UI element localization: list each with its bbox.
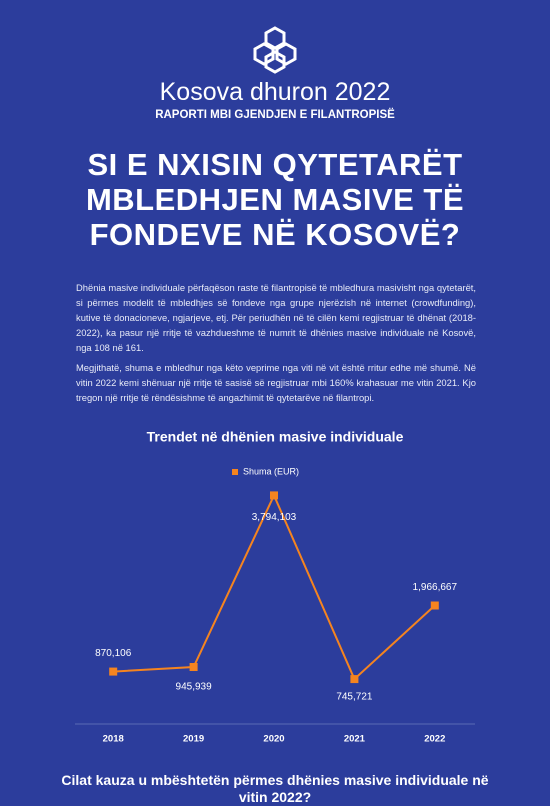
subtitle: RAPORTI MBI GJENDJEN E FILANTROPISË	[155, 109, 395, 121]
value-label: 745,721	[336, 692, 373, 703]
title: Kosova dhuron 2022	[159, 78, 391, 106]
paragraph: Megjithatë, shuma e mbledhur nga këto ve…	[76, 362, 476, 403]
value-label: 1,966,667	[413, 582, 458, 593]
value-label: 3,794,103	[252, 512, 297, 523]
paragraph: Dhënia masive individuale përfaqëson ras…	[76, 282, 476, 353]
point	[189, 663, 198, 672]
point	[430, 601, 439, 610]
chart-title: Trendet në dhënien masive individuale	[147, 429, 404, 445]
x-tick-label: 2018	[103, 734, 124, 745]
value-label: 945,939	[176, 682, 213, 693]
heading-line: SI E NXISIN QYTETARËT	[87, 147, 463, 182]
footer-heading: Cilat kauza u mbështetën përmes dhënies …	[61, 772, 489, 805]
x-tick-label: 2021	[344, 734, 366, 745]
heading-line: MBLEDHJEN MASIVE TË	[85, 182, 465, 217]
logo	[253, 26, 297, 74]
x-tick-label: 2022	[424, 734, 445, 745]
heading-line: FONDEVE NË KOSOVË?	[89, 217, 461, 252]
x-tick-label: 2020	[263, 734, 284, 745]
value-label: 870,106	[95, 648, 132, 659]
chart: Trendet në dhënien masive individuale Sh…	[75, 429, 475, 745]
legend-label: Shuma (EUR)	[243, 466, 299, 476]
heading: SI E NXISIN QYTETARËT MBLEDHJEN MASIVE T…	[0, 147, 550, 252]
legend-marker	[232, 469, 238, 475]
point	[350, 675, 359, 684]
point	[109, 667, 118, 676]
x-tick-label: 2019	[183, 734, 204, 745]
point	[270, 491, 278, 500]
